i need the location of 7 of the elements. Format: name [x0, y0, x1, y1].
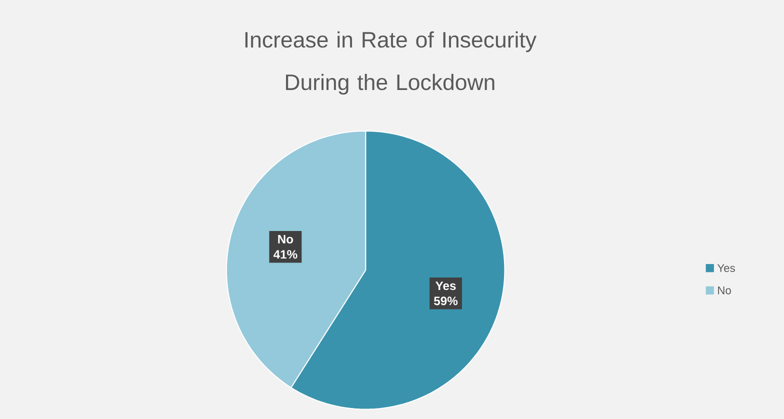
slice-label: No	[278, 234, 294, 244]
data-label: 41%	[273, 250, 298, 258]
legend-label: No	[718, 286, 731, 294]
chart-title: Increase in Rate of Insecurity During the Lockdown	[245, 31, 536, 94]
data-label: 59%	[434, 296, 458, 306]
legend-label: Yes	[717, 264, 735, 272]
slice-label: Yes	[436, 281, 456, 290]
